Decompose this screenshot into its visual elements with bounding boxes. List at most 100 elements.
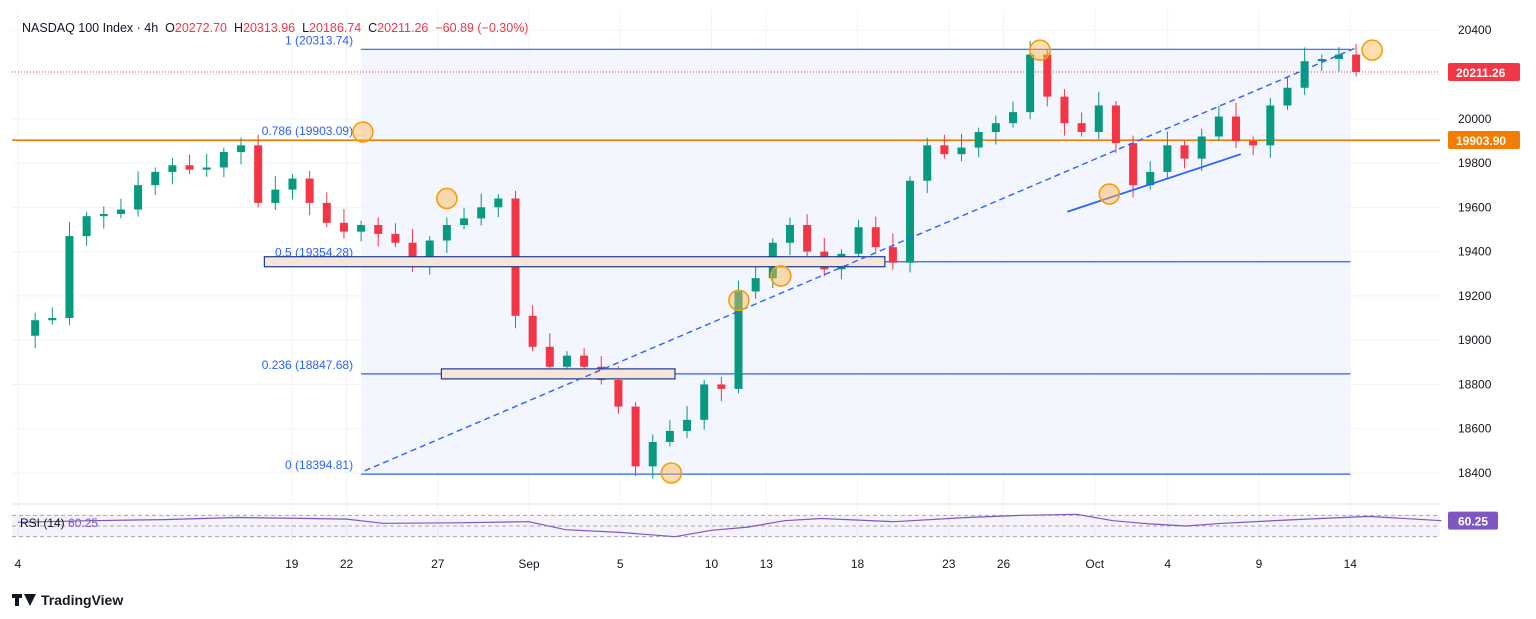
high-label: H <box>233 21 243 35</box>
candle <box>1146 171 1155 186</box>
rsi-label[interactable]: RSI (14) <box>20 516 65 530</box>
candle <box>545 346 554 367</box>
open-label: O <box>165 21 175 35</box>
candle <box>185 165 194 170</box>
candle <box>1352 54 1361 73</box>
x-tick-label: 26 <box>997 557 1011 571</box>
candle <box>425 240 434 265</box>
swing-point-marker <box>352 121 374 143</box>
candle <box>460 218 469 226</box>
candle <box>562 355 571 367</box>
low-value: 20186.74 <box>309 21 362 35</box>
swing-point-marker <box>1029 39 1051 61</box>
interval[interactable]: 4h <box>144 21 159 35</box>
x-tick-label: 13 <box>760 557 774 571</box>
candle <box>1008 112 1017 124</box>
swing-point-marker <box>1361 39 1383 61</box>
x-tick-label: 10 <box>705 557 719 571</box>
candle <box>322 202 331 223</box>
candle <box>99 213 108 217</box>
x-tick-label: 9 <box>1256 557 1263 571</box>
y-tick-label: 19400 <box>1458 245 1492 259</box>
symbol-name[interactable]: NASDAQ 100 Index <box>22 21 134 35</box>
x-tick-label: Oct <box>1085 557 1104 571</box>
x-tick-label: 23 <box>942 557 956 571</box>
swing-point-marker <box>1098 183 1121 205</box>
open-value: 20272.70 <box>174 21 228 35</box>
swing-point-marker <box>728 289 750 312</box>
fib-level-label: 0.236 (18847.68) <box>262 358 353 372</box>
candle <box>254 145 263 203</box>
support-zone-lower <box>440 368 676 380</box>
candle <box>648 442 657 467</box>
candle <box>1232 116 1241 141</box>
close-value: 20211.26 <box>377 21 429 35</box>
candle <box>1300 61 1309 88</box>
candle <box>1180 145 1189 159</box>
rsi-legend: RSI (14) 60.25 <box>20 516 98 530</box>
tradingview-logo[interactable]: TradingView <box>12 592 123 608</box>
candle <box>237 145 246 152</box>
candle <box>391 233 400 243</box>
candle <box>734 291 743 389</box>
x-tick-label: 5 <box>617 557 624 571</box>
candle <box>991 123 1000 133</box>
candle <box>1249 140 1258 146</box>
fib-level-label: 0 (18394.81) <box>285 458 353 472</box>
candle <box>1266 105 1275 146</box>
candle <box>923 145 932 181</box>
candle <box>717 384 726 389</box>
candle <box>48 318 57 321</box>
x-tick-label: 19 <box>285 557 299 571</box>
candle <box>751 278 760 292</box>
candle <box>1111 105 1120 144</box>
candle <box>1317 58 1326 62</box>
candle <box>974 132 983 148</box>
x-tick-label: 4 <box>1164 557 1171 571</box>
candle <box>151 171 160 186</box>
candle <box>631 406 640 467</box>
level-price-label-box <box>1448 131 1520 150</box>
candle <box>116 209 125 214</box>
swing-point-marker <box>770 265 792 287</box>
fib-level-label: 0.786 (19903.09) <box>262 124 353 138</box>
candle <box>219 151 228 168</box>
candle <box>288 178 297 190</box>
brand-name: TradingView <box>41 592 124 608</box>
candle <box>940 145 949 155</box>
candle <box>357 225 366 232</box>
candle <box>700 384 709 420</box>
candle <box>408 242 417 265</box>
candle <box>305 178 314 203</box>
candle <box>1077 123 1086 133</box>
change-value: −60.89 (−0.30%) <box>435 21 529 35</box>
rsi-legend-value: 60.25 <box>68 516 99 530</box>
candle <box>614 380 623 407</box>
swing-point-marker <box>436 187 458 210</box>
candle <box>1214 116 1223 137</box>
support-zone-upper <box>263 256 886 268</box>
trend-line-solid <box>1067 153 1242 213</box>
candle <box>1129 143 1138 186</box>
candle <box>442 225 451 241</box>
x-tick-label: 14 <box>1344 557 1358 571</box>
candle <box>271 189 280 203</box>
candle <box>1026 54 1035 113</box>
fib-level-label: 1 (20313.74) <box>285 33 353 47</box>
candle <box>1283 87 1292 106</box>
candle <box>1163 145 1172 172</box>
x-tick-label: 18 <box>851 557 865 571</box>
y-tick-label: 19000 <box>1458 333 1492 347</box>
rsi-value-box <box>1448 511 1498 530</box>
y-tick-label: 20400 <box>1458 23 1492 37</box>
low-label: L <box>302 21 310 35</box>
rsi-line <box>17 513 1442 538</box>
candle <box>374 225 383 234</box>
x-tick-label: 4 <box>15 557 22 571</box>
y-tick-label: 18600 <box>1458 422 1492 436</box>
candle <box>1197 136 1206 159</box>
candle <box>82 216 91 237</box>
candle <box>494 198 503 208</box>
tradingview-icon <box>12 594 36 606</box>
